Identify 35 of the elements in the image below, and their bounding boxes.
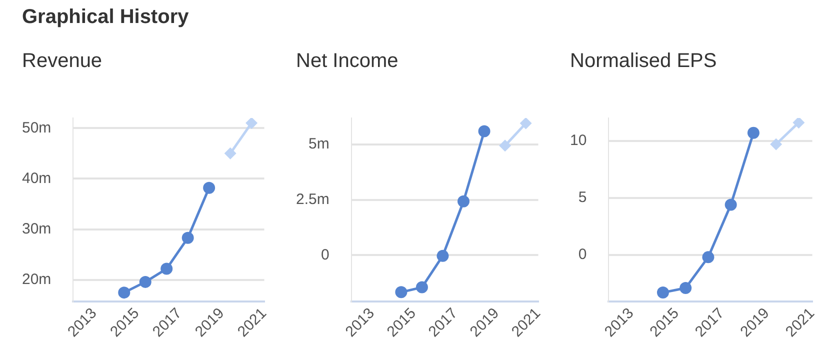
point — [416, 281, 428, 294]
point — [656, 286, 669, 299]
y-tick-label: 20m — [22, 271, 52, 288]
point — [792, 118, 805, 129]
point — [499, 140, 512, 152]
point — [160, 262, 173, 275]
point — [246, 118, 258, 130]
point — [770, 138, 782, 150]
y-tick-label: 2.5m — [296, 191, 330, 208]
chart-title: Revenue — [21, 50, 104, 74]
point — [436, 250, 449, 262]
y-tick-label: 0 — [578, 246, 587, 264]
point — [224, 147, 236, 160]
point — [458, 195, 470, 208]
point — [680, 282, 692, 294]
point — [520, 118, 532, 130]
y-tick-label: 5m — [308, 136, 330, 153]
y-tick-label: 30m — [22, 220, 52, 238]
text: Graphical History — [22, 6, 189, 29]
point — [478, 125, 490, 138]
point — [702, 251, 714, 264]
y-tick-label: 40m — [22, 170, 52, 187]
point — [724, 198, 737, 211]
point — [747, 126, 760, 139]
y-tick-label: 50m — [22, 119, 52, 136]
chart-title: Net Income — [295, 50, 400, 74]
y-tick-label: 10 — [570, 132, 587, 149]
point — [203, 182, 216, 194]
point — [118, 286, 130, 299]
chart-title: Normalised EPS — [569, 50, 718, 74]
y-tick-label: 5 — [578, 189, 587, 206]
y-tick-label: 0 — [321, 246, 330, 264]
point — [395, 286, 408, 298]
point — [139, 276, 152, 288]
point — [182, 232, 194, 244]
